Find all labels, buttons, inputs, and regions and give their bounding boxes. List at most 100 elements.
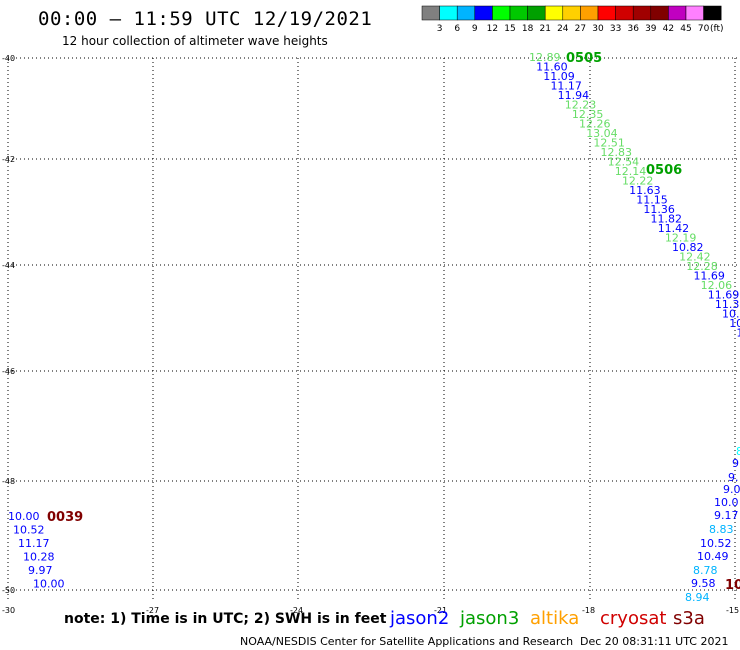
wave-reading: 12.19	[665, 232, 697, 245]
wave-reading: 11.09	[543, 70, 575, 83]
wave-reading: 12.23	[565, 99, 597, 112]
legend-swatch	[456, 5, 476, 21]
axis-labels: -40 -42 -44 -46 -48 -50 -30 -27 -24 -21 -18 -15	[2, 54, 739, 615]
wave-reading: 10.	[729, 317, 740, 330]
wave-reading: 11.69	[693, 270, 725, 283]
wave-reading: 9.58	[691, 577, 716, 590]
wave-reading: 8	[736, 445, 740, 458]
wave-reading: 11.17	[18, 537, 50, 550]
wave-reading: 11.33	[715, 298, 740, 311]
satellite-jason3: jason3	[460, 608, 520, 629]
wave-reading: 12.28	[686, 260, 718, 273]
legend-swatch	[650, 5, 669, 21]
wave-reading: 11.82	[651, 213, 683, 226]
wave-reading: 9.	[732, 457, 740, 470]
y-axis-label: -48	[2, 477, 15, 486]
legend-swatch	[685, 5, 704, 21]
legend-swatch	[703, 5, 722, 21]
y-axis-label: -44	[2, 261, 15, 270]
map-title: 00:00 – 11:59 UTC 12/19/2021	[38, 8, 373, 30]
wave-reading: 11.69	[708, 289, 740, 302]
x-axis-label: -18	[582, 606, 595, 615]
legend-label: 15	[504, 24, 515, 34]
wave-reading: 11.36	[643, 203, 675, 216]
map-subtitle: 12 hour collection of altimeter wave hei…	[62, 34, 328, 48]
y-axis-label: -46	[2, 367, 15, 376]
legend-label: 33	[610, 24, 621, 34]
track-id-label: 0039	[47, 510, 83, 525]
wave-reading: 10.00	[33, 578, 65, 591]
legend-label: 21	[539, 24, 550, 34]
wave-reading: 12.22	[622, 175, 654, 188]
legend-label: 27	[575, 24, 586, 34]
wave-reading: 13.04	[586, 127, 618, 140]
track-id-label: 0506	[646, 163, 682, 178]
color-legend: 3 6 9 12 15 18 21 24 27 30 33 36 39 42 45 70 (ft)	[421, 5, 724, 34]
wave-reading: 11.63	[629, 184, 661, 197]
wave-reading: 9.17	[714, 509, 739, 522]
legend-label: 12	[487, 24, 498, 34]
legend-swatch	[509, 5, 528, 21]
legend-label: 36	[627, 24, 639, 34]
legend-label: 39	[645, 24, 657, 34]
wave-reading: 8.83	[709, 523, 734, 536]
legend-label: 45	[680, 24, 691, 34]
wave-readings: 12.8911.6011.0911.1711.9412.2312.3512.26…	[8, 51, 740, 604]
legend-swatch	[439, 5, 458, 21]
y-axis-label: -42	[2, 155, 15, 164]
legend-label: 42	[663, 24, 674, 34]
wave-reading: 11.94	[558, 89, 590, 102]
wave-reading: 10.28	[23, 551, 55, 564]
satellite-jason2: jason2	[390, 608, 450, 629]
legend-swatch	[527, 5, 546, 21]
wave-reading: 12.83	[601, 146, 633, 159]
wave-reading: 10.49	[697, 550, 729, 563]
wave-reading: 11.17	[550, 80, 582, 93]
wave-reading: 12.26	[579, 118, 611, 131]
note-text: note: 1) Time is in UTC; 2) SWH is in fe…	[64, 611, 387, 627]
wave-reading: 12.89	[529, 51, 561, 64]
legend-swatch	[421, 5, 440, 21]
legend-swatch	[474, 5, 493, 21]
legend-swatch	[580, 5, 599, 21]
map-grid	[7, 57, 740, 602]
x-axis-label: -27	[146, 606, 159, 615]
track-id-label: 10	[725, 578, 740, 593]
wave-reading: 12.51	[593, 137, 625, 150]
legend-swatch	[632, 5, 652, 21]
legend-label: 6	[454, 24, 460, 34]
legend-swatch	[668, 5, 687, 21]
wave-reading: 11.42	[658, 222, 690, 235]
wave-reading: 8.94	[685, 591, 710, 604]
legend-label: 18	[522, 24, 534, 34]
track-labels: 0505 0506 0039 10	[47, 51, 740, 593]
wave-reading: 10.82	[672, 241, 704, 254]
y-axis-label: -50	[2, 586, 15, 595]
wave-reading: 11.60	[536, 61, 568, 74]
wave-reading: 9.	[728, 471, 739, 484]
legend-swatch	[597, 5, 616, 21]
wave-reading: 10.52	[700, 537, 732, 550]
wave-reading: 8.78	[693, 564, 718, 577]
x-axis-label: -15	[726, 606, 739, 615]
satellite-s3a: s3a	[673, 608, 705, 629]
wave-reading: 11.15	[636, 194, 668, 207]
x-axis-label: -21	[434, 606, 447, 615]
legend-unit: (ft)	[710, 24, 724, 34]
legend-swatch	[544, 5, 564, 21]
x-axis-label: -30	[2, 606, 15, 615]
legend-swatch	[492, 5, 511, 21]
wave-reading: 12.14	[615, 165, 647, 178]
footer-timestamp: Dec 20 08:31:11 UTC 2021	[580, 635, 729, 648]
wave-reading: 9.0	[723, 483, 740, 496]
legend-swatch	[615, 5, 634, 21]
wave-reading: 12.54	[608, 156, 640, 169]
wave-reading: 10.8	[722, 308, 740, 321]
track-id-label: 0505	[566, 51, 602, 66]
legend-label: 30	[592, 24, 604, 34]
satellite-altika: altika	[530, 608, 580, 629]
legend-label: 9	[472, 24, 478, 34]
footer-credit: NOAA/NESDIS Center for Satellite Applica…	[240, 635, 574, 648]
y-axis-label: -40	[2, 54, 15, 63]
